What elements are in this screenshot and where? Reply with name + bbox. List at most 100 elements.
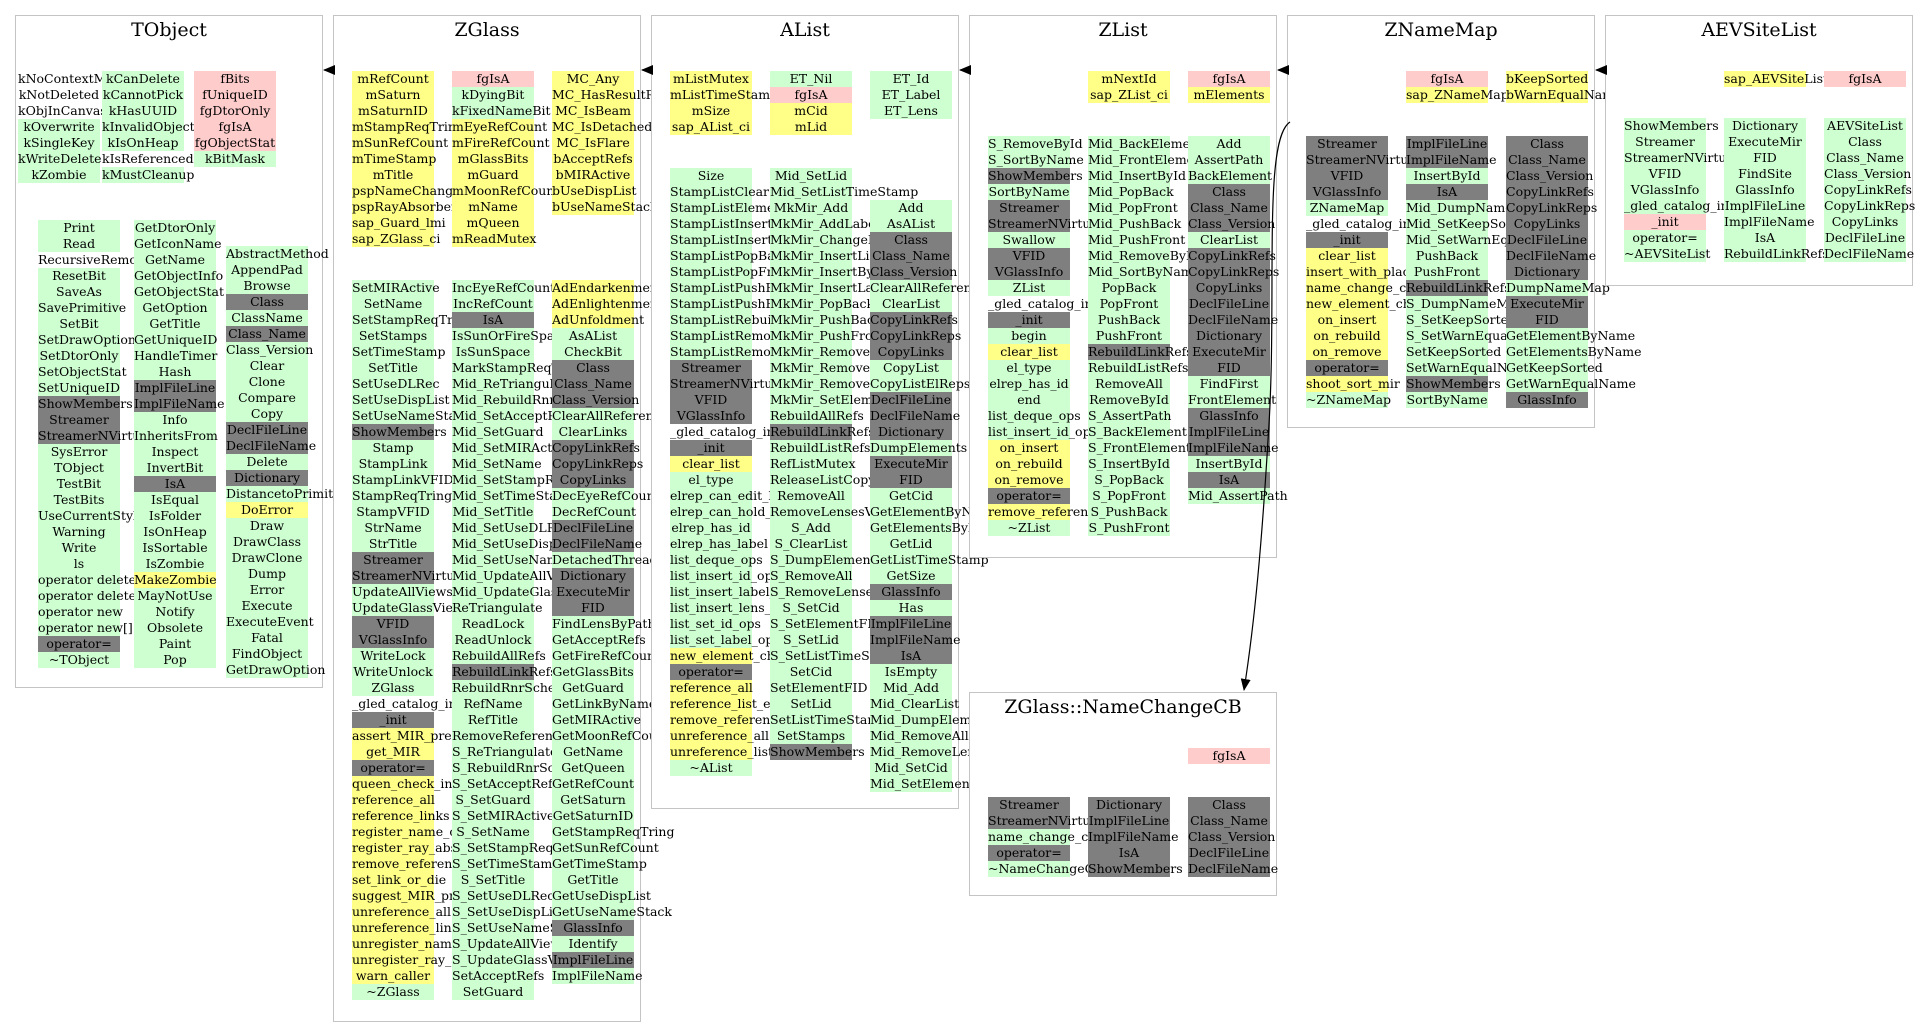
member-getobjectstat: GetObjectStat (134, 284, 225, 300)
member-resetbit: ResetBit (38, 268, 120, 284)
class-panel-znamemap: ZNameMap fgIsA sap_ZNameMap_ci bKeepSorted… (1287, 15, 1642, 428)
member-issunspace: IsSunSpace (452, 344, 534, 360)
class-panel-aevsitelist: AEVSiteList sap_AEVSiteList_ci fgIsA ShowM… (1605, 15, 1915, 286)
member-busenamestack: bUseNameStack (552, 199, 658, 215)
member-frontelement: FrontElement (1188, 392, 1277, 408)
member-rebuildlistrefs: RebuildListRefs (770, 440, 871, 456)
member-getlid: GetLid (870, 536, 952, 552)
member-stamplink: StampLink (352, 456, 434, 472)
member-class-name: Class_Name (1824, 150, 1906, 166)
member-identify: Identify (552, 936, 634, 952)
member-inheritsfrom: InheritsFrom (134, 428, 218, 444)
member-mid-pushfront: Mid_PushFront (1088, 232, 1186, 248)
member-list-set-id-ops: list_set_id_ops (670, 616, 761, 632)
member-read: Read (38, 236, 120, 252)
member-mtitle: mTitle (352, 167, 434, 183)
member-getglassbits: GetGlassBits (552, 664, 634, 680)
member-elrep-has-id: elrep_has_id (670, 520, 752, 536)
member-unreference-all: unreference_all (670, 728, 770, 744)
member-fgdtoronly: fgDtorOnly (194, 103, 276, 119)
member-column: SetMIRActive SetName SetStampReqTring SetSt… (352, 280, 533, 1000)
member-testbit: TestBit (38, 476, 120, 492)
member-class-name: Class_Name (1188, 200, 1270, 216)
member-swallow: Swallow (988, 232, 1070, 248)
class-panel-zlist: ZList mNextId sap_ZList_ci fgIsA mElements S… (969, 15, 1288, 558)
member-ksinglekey: kSingleKey (18, 135, 100, 151)
member-rebuildallrefs: RebuildAllRefs (770, 408, 864, 424)
member-copylinks: CopyLinks (1824, 214, 1906, 230)
member-declfilename: DeclFileName (1188, 861, 1279, 877)
member-isa: IsA (452, 312, 534, 328)
member-mkmir-popback: MkMir_PopBack (770, 296, 875, 312)
member-begin: begin (988, 328, 1070, 344)
member-print: Print (38, 220, 120, 236)
member-setacceptrefs: SetAcceptRefs (452, 968, 545, 984)
member-implfilename: ImplFileName (1188, 440, 1279, 456)
member-deceyerefcount: DecEyeRefCount (552, 488, 660, 504)
member-on-rebuild: on_rebuild (1306, 328, 1388, 344)
member-vglassinfo: VGlassInfo (1306, 184, 1388, 200)
member-class-name: Class_Name (226, 326, 308, 342)
member-copylinkreps: CopyLinkReps (870, 328, 962, 344)
member-mkmir-insertlid: MkMir_InsertLid (770, 248, 878, 264)
member-setusedlrec: SetUseDLRec (352, 376, 440, 392)
member-removebyid: RemoveById (1088, 392, 1170, 408)
member-bacceptrefs: bAcceptRefs (552, 151, 634, 167)
member-getsunrefcount: GetSunRefCount (552, 840, 659, 856)
member-writelock: WriteLock (352, 648, 434, 664)
member-declfileline: DeclFileLine (1188, 845, 1270, 861)
member-on-rebuild: on_rebuild (988, 456, 1070, 472)
member-sap-alist-ci: sap_AList_ci (670, 119, 752, 135)
member-getsize: GetSize (870, 568, 952, 584)
member-glassinfo: GlassInfo (1188, 408, 1270, 424)
member-vglassinfo: VGlassInfo (1624, 182, 1706, 198)
member-clear-list: clear_list (988, 344, 1070, 360)
member-khasuuid: kHasUUID (102, 103, 184, 119)
member-dictionary: Dictionary (552, 568, 634, 584)
member-notify: Notify (134, 604, 216, 620)
member-vglassinfo: VGlassInfo (352, 632, 434, 648)
member-getqueen: GetQueen (552, 760, 634, 776)
member-column: ET_Nil fgIsA mCid mLid (770, 71, 852, 135)
member-kinvalidobject: kInvalidObject (102, 119, 195, 135)
member-kfixednamebit: kFixedNameBit (452, 103, 551, 119)
member-appendpad: AppendPad (226, 262, 308, 278)
member-retriangulate: ReTriangulate (452, 600, 543, 616)
member-mid-setcid: Mid_SetCid (870, 760, 952, 776)
member-mrefcount: mRefCount (352, 71, 434, 87)
member-operator-new: operator new[] (38, 620, 133, 636)
member-rebuildallrefs: RebuildAllRefs (452, 648, 546, 664)
member-kbitmask: kBitMask (194, 151, 276, 167)
member-setguard: SetGuard (452, 984, 534, 1000)
member-removeall: RemoveAll (770, 488, 852, 504)
member-kisonheap: kIsOnHeap (102, 135, 184, 151)
member-mid-setlid: Mid_SetLid (770, 168, 852, 184)
member-getname: GetName (552, 744, 634, 760)
member-implfileline: ImplFileLine (1406, 136, 1488, 152)
member-init: _init (1624, 214, 1706, 230)
member-findsite: FindSite (1724, 166, 1806, 182)
member-s-pushfront: S_PushFront (1088, 520, 1170, 536)
member-execute: Execute (226, 598, 308, 614)
member-dumpelements: DumpElements (870, 440, 968, 456)
member-mfirerefcount: mFireRefCount (452, 135, 550, 151)
member-list-deque-ops: list_deque_ops (670, 552, 763, 568)
member-alist: ~AList (670, 760, 752, 776)
member-unreference-all: unreference_all (352, 904, 452, 920)
member-s-assertpath: S_AssertPath (1088, 408, 1172, 424)
member-column: MC_Any MC_HasResultReq MC_IsBeam MC_IsDetac… (552, 71, 671, 215)
member-getobjectinfo: GetObjectInfo (134, 268, 224, 284)
member-queen-check-in: queen_check_in (352, 776, 453, 792)
member-geticonname: GetIconName (134, 236, 222, 252)
member-column: AEVSiteList Class Class_Name Class_Version C… (1824, 118, 1915, 262)
member-s-settimestamp: S_SetTimeStamp (452, 856, 561, 872)
member-pushback: PushBack (1406, 248, 1488, 264)
member-class: Class (1824, 134, 1906, 150)
member-init: _init (670, 440, 752, 456)
member-on-insert: on_insert (1306, 312, 1388, 328)
member-refname: RefName (452, 696, 534, 712)
member-implfilename: ImplFileName (1724, 214, 1815, 230)
member-s-removeall: S_RemoveAll (770, 568, 853, 584)
member-findlensbypath: FindLensByPath (552, 616, 656, 632)
member-executemir: ExecuteMir (1724, 134, 1806, 150)
